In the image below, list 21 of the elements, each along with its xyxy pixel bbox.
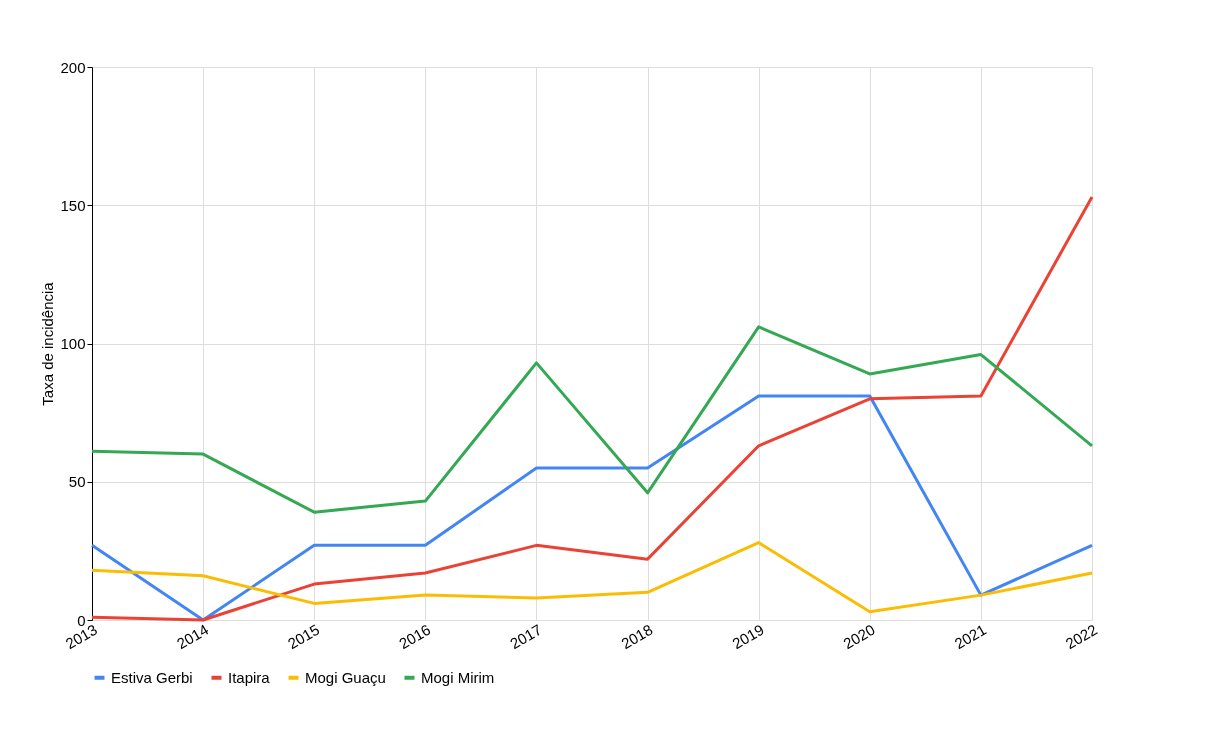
y-axis-title: Taxa de incidência [39,281,57,406]
x-tick-label: 2019 [729,620,767,653]
legend-label: Mogi Guaçu [305,668,386,686]
x-tick-label: 2018 [618,620,656,653]
x-tick-label: 2017 [507,620,545,653]
legend-label: Itapira [228,668,271,686]
x-tick-label: 2014 [173,620,212,653]
x-tick-label: 2015 [284,620,323,653]
x-tick-label: 2021 [951,620,989,653]
y-tick-label: 200 [60,58,86,76]
legend-label: Estiva Gerbi [111,668,193,686]
y-tick-label: 100 [60,335,86,352]
x-tick-label: 2022 [1062,620,1100,653]
y-tick-label: 0 [77,611,86,629]
legend-label: Mogi Mirim [421,668,495,686]
y-tick-label: 50 [68,473,86,491]
line-series [90,541,1094,614]
x-tick-label: 2020 [840,620,878,653]
y-tick-label: 150 [60,196,86,214]
x-tick-label: 2016 [395,620,434,653]
line-series [90,325,1094,514]
